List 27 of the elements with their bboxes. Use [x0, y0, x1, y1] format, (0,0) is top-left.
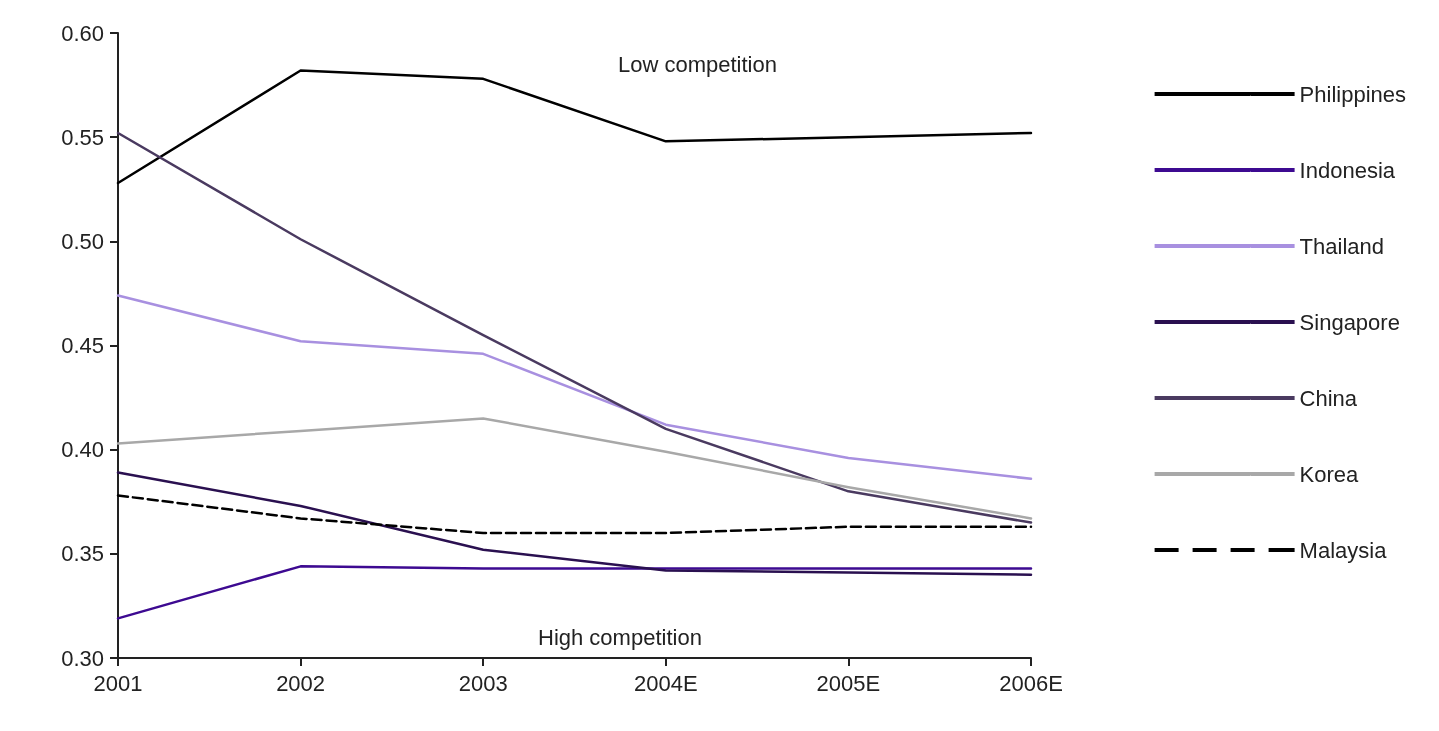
y-tick-label: 0.35 — [61, 541, 104, 567]
y-tick-label: 0.55 — [61, 124, 104, 150]
x-tick-label: 2002 — [276, 670, 326, 696]
x-tick-label: 2006E — [999, 670, 1063, 696]
line-series — [116, 471, 1033, 576]
x-tick-label: 2004E — [633, 670, 698, 696]
legend-label: Singapore — [1299, 309, 1400, 335]
y-tick-label: 0.40 — [61, 437, 104, 463]
x-tick-label: 2001 — [93, 670, 143, 696]
line-series — [116, 294, 1033, 481]
y-tick-label: 0.50 — [61, 228, 104, 254]
line-series — [116, 494, 1033, 535]
legend-label: Indonesia — [1299, 157, 1396, 183]
legend-label: Thailand — [1299, 233, 1384, 259]
x-tick-label: 2003 — [458, 670, 508, 696]
y-tick-label: 0.60 — [61, 20, 104, 46]
line-series — [116, 417, 1033, 520]
legend-label: China — [1299, 385, 1358, 411]
line-series — [116, 131, 1033, 524]
legend-label: Korea — [1299, 461, 1360, 487]
annotation: Low competition — [618, 51, 777, 77]
annotation: High competition — [538, 624, 702, 650]
y-tick-label: 0.45 — [61, 333, 104, 358]
x-tick-label: 2005E — [816, 670, 881, 696]
y-tick-label: 0.30 — [61, 645, 104, 671]
legend-label: Philippines — [1299, 81, 1406, 107]
legend-label: Malaysia — [1299, 537, 1388, 563]
